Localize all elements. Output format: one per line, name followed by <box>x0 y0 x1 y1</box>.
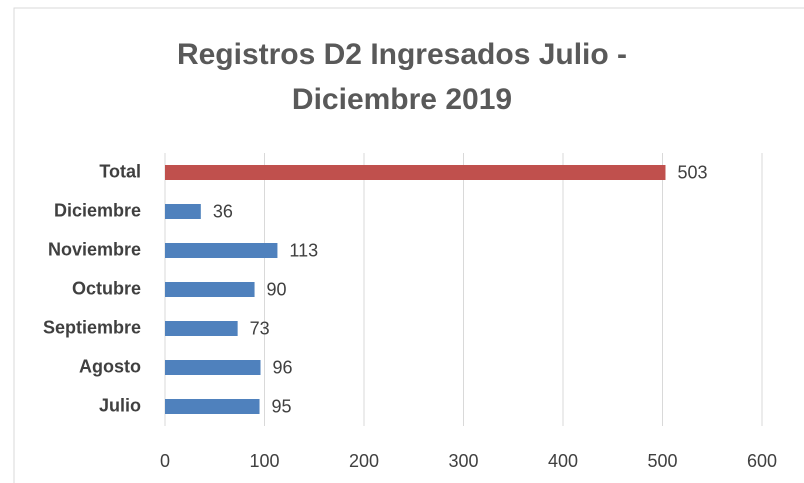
x-tick-label: 500 <box>647 451 677 471</box>
bar <box>165 282 255 297</box>
bar <box>165 165 666 180</box>
x-tick-label: 100 <box>249 451 279 471</box>
data-label: 95 <box>272 396 292 416</box>
y-tick-label: Octubre <box>72 278 141 298</box>
bar <box>165 243 278 258</box>
y-tick-label: Total <box>99 161 141 181</box>
data-label: 90 <box>267 279 287 299</box>
y-tick-label: Noviembre <box>48 239 141 259</box>
chart-border <box>13 7 804 483</box>
x-tick-label: 300 <box>448 451 478 471</box>
data-label: 36 <box>213 201 233 221</box>
chart-title: Registros D2 Ingresados Julio - Diciembr… <box>176 38 628 116</box>
data-label: 113 <box>289 240 318 260</box>
x-tick-label: 600 <box>747 451 777 471</box>
y-tick-label: Agosto <box>79 356 141 376</box>
y-tick-label: Septiembre <box>43 317 141 337</box>
bar <box>165 321 238 336</box>
y-tick-label: Diciembre <box>54 200 141 220</box>
y-tick-label: Julio <box>99 395 141 415</box>
x-tick-label: 400 <box>548 451 578 471</box>
x-tick-label: 200 <box>349 451 379 471</box>
bar <box>165 399 260 414</box>
data-label: 96 <box>273 357 293 377</box>
data-label: 73 <box>250 318 270 338</box>
bar <box>165 204 201 219</box>
bar <box>165 360 261 375</box>
x-tick-label: 0 <box>160 451 170 471</box>
data-label: 503 <box>677 162 707 182</box>
